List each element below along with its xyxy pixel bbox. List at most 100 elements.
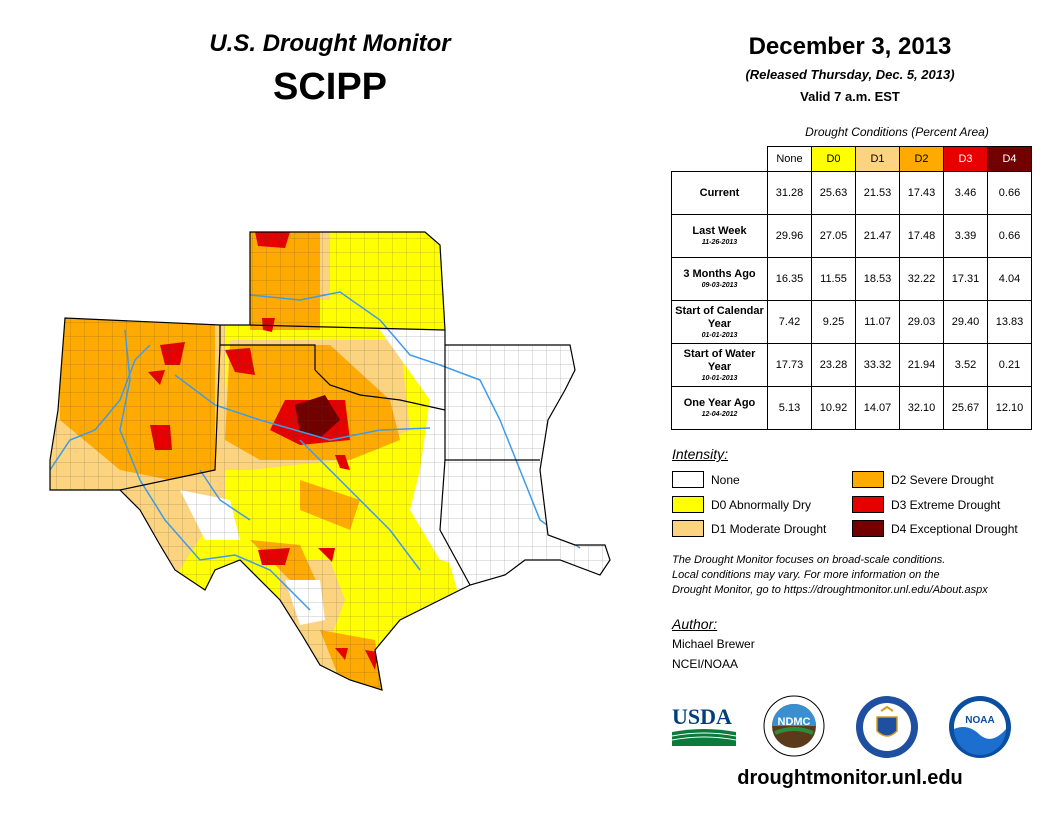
cell-value: 17.48 <box>899 214 944 258</box>
cell-value: 17.31 <box>943 257 988 301</box>
map-date: December 3, 2013 <box>748 33 952 60</box>
legend-swatch <box>672 471 704 488</box>
header-blank <box>671 146 768 172</box>
col-d0: D0 <box>811 146 856 172</box>
note-line: The Drought Monitor focuses on broad-sca… <box>672 554 946 566</box>
note-line: Local conditions may vary. For more info… <box>672 569 940 581</box>
cell-value: 10.92 <box>811 386 856 430</box>
drought-map <box>49 231 611 691</box>
cell-value: 17.43 <box>899 171 944 215</box>
row-date: 11-26-2013 <box>701 239 738 246</box>
author-org: NCEI/NOAA <box>672 657 739 671</box>
table-row: One Year Ago 12-04-2012 5.13 10.92 14.07 … <box>671 386 1032 430</box>
col-d1: D1 <box>855 146 900 172</box>
cell-value: 7.42 <box>767 300 812 344</box>
legend-label: D1 Moderate Drought <box>711 521 827 536</box>
table-row: 3 Months Ago 09-03-2013 16.35 11.55 18.53… <box>671 257 1032 301</box>
valid-time: Valid 7 a.m. EST <box>800 89 900 104</box>
table-row: Current 31.28 25.63 21.53 17.43 3.46 0.6… <box>671 171 1032 215</box>
cell-value: 25.63 <box>811 171 856 215</box>
cell-value: 27.05 <box>811 214 856 258</box>
table-row: Last Week 11-26-2013 29.96 27.05 21.47 17… <box>671 214 1032 258</box>
legend-swatch <box>852 471 884 488</box>
col-d4: D4 <box>987 146 1032 172</box>
cell-value: 33.32 <box>855 343 900 387</box>
cell-value: 29.03 <box>899 300 944 344</box>
row-date: 01-01-2013 <box>701 331 738 339</box>
legend-item-d3: D3 Extreme Drought <box>852 496 1000 513</box>
noaa-logo: NOAA <box>949 696 1011 758</box>
row-date: 12-04-2012 <box>701 411 738 418</box>
legend-swatch <box>852 520 884 537</box>
legend-item-d0: D0 Abnormally Dry <box>672 496 811 513</box>
legend-item-d4: D4 Exceptional Drought <box>852 520 1018 537</box>
drought-areas <box>50 232 610 690</box>
region-name: SCIPP <box>272 66 388 108</box>
svg-text:NOAA: NOAA <box>965 715 994 726</box>
cell-value: 9.25 <box>811 300 856 344</box>
row-label: Start of Water Year 10-01-2013 <box>671 343 768 387</box>
disclaimer-note: The Drought Monitor focuses on broad-sca… <box>672 553 1042 598</box>
cell-value: 32.10 <box>899 386 944 430</box>
svg-text:USDA: USDA <box>672 704 732 729</box>
cell-value: 21.47 <box>855 214 900 258</box>
state-borders <box>49 231 611 691</box>
author-title: Author: <box>672 616 718 632</box>
row-label: 3 Months Ago 09-03-2013 <box>671 257 768 301</box>
cell-value: 32.22 <box>899 257 944 301</box>
svg-text:NDMC: NDMC <box>778 716 811 728</box>
legend-swatch <box>672 520 704 537</box>
row-date: 09-03-2013 <box>701 282 738 289</box>
author-name: Michael Brewer <box>672 637 755 651</box>
legend-item-d2: D2 Severe Drought <box>852 471 994 488</box>
table-header-row: None D0 D1 D2 D3 D4 <box>671 146 1032 172</box>
cell-value: 31.28 <box>767 171 812 215</box>
legend-title: Intensity: <box>672 446 729 462</box>
cell-value: 12.10 <box>987 386 1032 430</box>
cell-value: 3.46 <box>943 171 988 215</box>
col-d3: D3 <box>943 146 988 172</box>
cell-value: 25.67 <box>943 386 988 430</box>
table-row: Start of Calendar Year 01-01-2013 7.42 9.… <box>671 300 1032 344</box>
cell-value: 13.83 <box>987 300 1032 344</box>
legend-label: D0 Abnormally Dry <box>711 497 812 512</box>
cell-value: 14.07 <box>855 386 900 430</box>
cell-value: 11.55 <box>811 257 856 301</box>
cell-value: 16.35 <box>767 257 812 301</box>
legend-label: D4 Exceptional Drought <box>891 521 1018 536</box>
row-label: Last Week 11-26-2013 <box>671 214 768 258</box>
table-row: Start of Water Year 10-01-2013 17.73 23.2… <box>671 343 1032 387</box>
site-url: droughtmonitor.unl.edu <box>737 767 963 789</box>
map-title: U.S. Drought Monitor <box>209 30 451 57</box>
drought-stats-table: None D0 D1 D2 D3 D4 Current 31.28 25.63 … <box>671 146 1032 430</box>
cell-value: 3.39 <box>943 214 988 258</box>
legend-item-none: None <box>672 471 740 488</box>
cell-value: 0.66 <box>987 214 1032 258</box>
ndmc-logo: NDMC <box>763 695 825 757</box>
cell-value: 23.28 <box>811 343 856 387</box>
legend-label: D2 Severe Drought <box>891 472 994 487</box>
legend-label: D3 Extreme Drought <box>891 497 1001 512</box>
row-label: One Year Ago 12-04-2012 <box>671 386 768 430</box>
col-d2: D2 <box>899 146 944 172</box>
cell-value: 17.73 <box>767 343 812 387</box>
usda-logo: USDA <box>671 704 737 746</box>
row-date: 10-01-2013 <box>701 374 738 382</box>
cell-value: 5.13 <box>767 386 812 430</box>
legend-item-d1: D1 Moderate Drought <box>672 520 826 537</box>
col-none: None <box>767 146 812 172</box>
cell-value: 21.53 <box>855 171 900 215</box>
release-date: (Released Thursday, Dec. 5, 2013) <box>745 67 955 82</box>
cell-value: 0.66 <box>987 171 1032 215</box>
cell-value: 29.96 <box>767 214 812 258</box>
cell-value: 3.52 <box>943 343 988 387</box>
cell-value: 21.94 <box>899 343 944 387</box>
cell-value: 11.07 <box>855 300 900 344</box>
row-label: Current <box>671 171 768 215</box>
row-label: Start of Calendar Year 01-01-2013 <box>671 300 768 344</box>
doc-seal-logo <box>856 696 918 758</box>
conditions-caption: Drought Conditions (Percent Area) <box>805 125 989 139</box>
cell-value: 18.53 <box>855 257 900 301</box>
legend-swatch <box>672 496 704 513</box>
legend-label: None <box>711 472 740 487</box>
